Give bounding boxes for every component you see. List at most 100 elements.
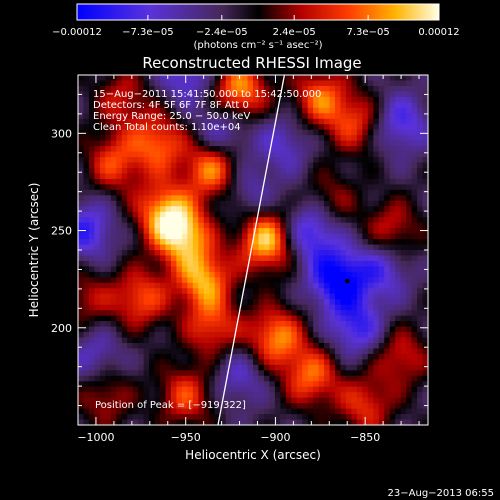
heatmap-cell	[291, 315, 298, 322]
heatmap-cell	[285, 173, 292, 180]
heatmap-cell	[187, 282, 194, 289]
heatmap-cell	[373, 397, 380, 404]
heatmap-cell	[154, 381, 161, 388]
heatmap-cell	[269, 266, 276, 273]
heatmap-cell	[203, 381, 210, 388]
heatmap-cell	[176, 353, 183, 360]
heatmap-cell	[422, 200, 428, 207]
heatmap-cell	[160, 239, 166, 245]
heatmap-cell	[99, 282, 106, 289]
heatmap-cell	[253, 299, 259, 306]
heatmap-cell	[99, 173, 106, 180]
heatmap-cell	[105, 332, 112, 338]
heatmap-cell	[116, 260, 123, 267]
heatmap-cell	[362, 266, 369, 273]
heatmap-cell	[307, 211, 314, 218]
heatmap-cell	[263, 157, 270, 163]
heatmap-cell	[318, 408, 325, 415]
heatmap-cell	[83, 342, 90, 349]
heatmap-cell	[110, 392, 117, 399]
heatmap-cell	[214, 75, 221, 81]
heatmap-cell	[198, 162, 205, 169]
heatmap-cell	[406, 118, 412, 125]
heatmap-cell	[373, 321, 380, 327]
heatmap-cell	[324, 195, 330, 202]
heatmap-cell	[395, 250, 402, 256]
heatmap-cell	[176, 189, 183, 196]
heatmap-cell	[373, 419, 380, 425]
heatmap-cell	[203, 397, 210, 404]
heatmap-cell	[351, 217, 358, 224]
heatmap-cell	[94, 140, 101, 147]
heatmap-cell	[253, 260, 259, 267]
heatmap-cell	[378, 310, 385, 317]
heatmap-cell	[313, 348, 320, 355]
heatmap-cell	[94, 419, 101, 425]
heatmap-cell	[285, 260, 292, 267]
heatmap-cell	[373, 217, 380, 224]
heatmap-cell	[263, 206, 270, 213]
heatmap-cell	[389, 118, 396, 125]
heatmap-cell	[335, 157, 341, 163]
heatmap-cell	[313, 244, 320, 251]
heatmap-cell	[345, 304, 352, 311]
heatmap-cell	[99, 353, 106, 360]
heatmap-cell	[384, 310, 391, 317]
heatmap-cell	[411, 375, 418, 382]
heatmap-cell	[367, 189, 374, 196]
heatmap-cell	[132, 293, 139, 300]
heatmap-cell	[160, 266, 166, 273]
heatmap-cell	[345, 96, 352, 103]
heatmap-cell	[220, 178, 227, 185]
heatmap-cell	[209, 315, 216, 322]
heatmap-cell	[127, 277, 134, 284]
heatmap-cell	[187, 271, 194, 278]
heatmap-cell	[105, 342, 112, 349]
heatmap-cell	[345, 167, 352, 174]
heatmap-cell	[378, 266, 385, 273]
heatmap-cell	[149, 96, 155, 103]
heatmap-cell	[121, 211, 128, 218]
heatmap-cell	[88, 157, 95, 163]
heatmap-cell	[417, 392, 423, 399]
heatmap-cell	[203, 195, 210, 202]
heatmap-cell	[110, 397, 117, 404]
heatmap-cell	[94, 315, 101, 322]
heatmap-cell	[154, 102, 161, 109]
heatmap-cell	[340, 206, 347, 213]
heatmap-cell	[263, 326, 270, 333]
heatmap-cell	[165, 386, 172, 393]
heatmap-cell	[242, 239, 248, 245]
heatmap-cell	[395, 173, 402, 180]
heatmap-cell	[198, 222, 205, 229]
heatmap-cell	[154, 337, 161, 344]
heatmap-cell	[422, 80, 428, 87]
heatmap-cell	[395, 206, 402, 213]
heatmap-cell	[165, 211, 172, 218]
heatmap-cell	[258, 157, 265, 163]
heatmap-cell	[318, 85, 325, 92]
heatmap-cell	[411, 173, 418, 180]
heatmap-cell	[274, 244, 281, 251]
heatmap-cell	[335, 222, 341, 229]
heatmap-cell	[351, 299, 358, 306]
heatmap-cell	[373, 304, 380, 311]
heatmap-cell	[400, 326, 407, 333]
heatmap-cell	[400, 321, 407, 327]
heatmap-cell	[362, 124, 369, 131]
heatmap-cell	[94, 288, 101, 295]
heatmap-cell	[181, 80, 188, 87]
heatmap-cell	[116, 266, 123, 273]
heatmap-cell	[220, 124, 227, 131]
heatmap-cell	[132, 408, 139, 415]
heatmap-cell	[181, 403, 188, 409]
heatmap-cell	[242, 80, 248, 87]
heatmap-cell	[269, 299, 276, 306]
heatmap-cell	[417, 326, 423, 333]
heatmap-cell	[329, 359, 336, 366]
heatmap-cell	[247, 293, 254, 300]
heatmap-cell	[411, 239, 418, 245]
heatmap-cell	[406, 282, 412, 289]
heatmap-cell	[181, 293, 188, 300]
heatmap-cell	[296, 326, 303, 333]
